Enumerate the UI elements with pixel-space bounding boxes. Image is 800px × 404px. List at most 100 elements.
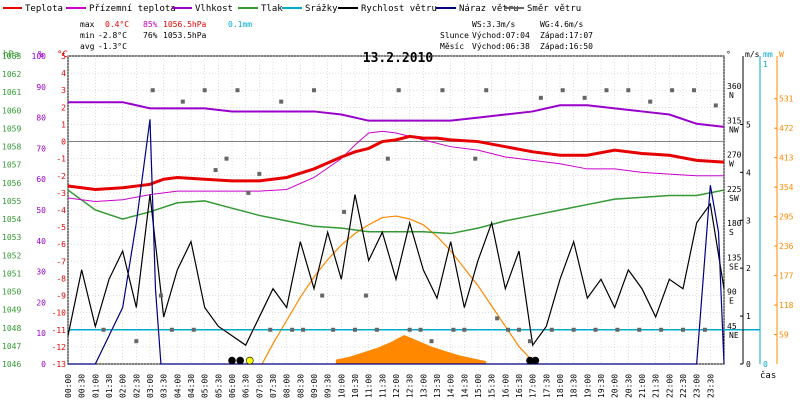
rain-axis-unit: mm [763,50,773,59]
temp-tick-18: 5 [61,52,66,61]
hpa-tick-14: 1060 [2,106,21,115]
wind-speed-line [67,194,725,347]
wind-direction-point-37 [527,339,532,344]
humidity-tick-1: 10 [36,329,46,338]
time-tick-20: 10:00 [337,374,346,398]
wind-tick-2: 2 [746,264,751,273]
temp-tick-8: -5 [56,223,66,232]
stat-sunset: Západ:17:07 [540,31,593,40]
time-tick-21: 10:30 [351,374,360,398]
time-tick-44: 22:00 [665,374,674,398]
hpa-tick-12: 1058 [2,143,21,152]
wind-direction-point-30 [451,327,456,332]
solar-tick-6: 413 [779,154,794,163]
legend-label-pressure: Tlak [261,4,283,14]
hpa-tick-15: 1061 [2,88,21,97]
wind-direction-point-34 [495,316,500,321]
humidity-tick-5: 50 [36,206,46,215]
hpa-tick-4: 1050 [2,288,21,297]
hpa-tick-11: 1057 [2,161,21,170]
hpa-tick-1: 1047 [2,342,21,351]
wind-direction-point-0 [101,327,106,332]
humidity-axis-unit: % [38,50,44,60]
stat-press-min: 1053.5hPa [163,31,207,40]
temp-tick-2: -11 [52,326,67,335]
wind-direction-point-32 [473,156,478,161]
direction-tick-dir-3: SW [729,194,739,203]
time-tick-0: 00:00 [64,374,73,398]
wind-direction-point-48 [648,99,653,104]
stat-moonrise: Východ:06:38 [472,42,530,51]
time-tick-32: 16:00 [501,374,510,398]
stat-min-label: min [80,31,95,40]
direction-tick-deg-3: 225 [727,185,742,194]
time-tick-19: 09:30 [324,374,333,398]
time-tick-1: 00:30 [78,374,87,398]
direction-tick-deg-0: 360 [727,82,742,91]
direction-axis-unit: ° [726,50,731,59]
solar-tick-8: 531 [779,95,794,104]
time-tick-14: 07:00 [255,374,264,398]
temp-tick-16: 3 [61,86,66,95]
stat-press-max: 1056.5hPa [163,20,207,29]
solar-tick-5: 354 [779,183,794,192]
time-tick-24: 12:00 [392,374,401,398]
legend-label-rain: Srážky [305,4,338,14]
pressure-line [67,189,725,235]
wind-tick-3: 3 [746,216,751,225]
wind-tick-1: 1 [746,312,751,321]
time-tick-31: 15:30 [488,374,497,398]
wind-gust-line [68,119,725,365]
direction-tick-dir-0: N [729,91,734,100]
legend-label-ground-temperature: Přízemní teplota [89,4,176,14]
wind-tick-5: 5 [746,120,751,129]
solar-tick-3: 236 [779,242,794,251]
solar-tick-4: 295 [779,213,794,222]
time-tick-12: 06:00 [228,374,237,398]
humidity-tick-6: 60 [36,175,46,184]
ground-temperature-line [67,130,724,202]
time-tick-28: 14:00 [447,374,456,398]
wind-direction-point-41 [571,327,576,332]
wind-direction-point-46 [626,88,631,93]
time-tick-38: 19:00 [583,374,592,398]
temp-tick-13: 0 [61,138,66,147]
humidity-tick-0: 0 [41,360,46,369]
wind-direction-point-11 [246,190,251,195]
temp-tick-9: -4 [56,206,66,215]
stat-ws: WS:3.3m/s [472,20,516,29]
humidity-tick-8: 80 [36,114,46,123]
wind-direction-point-45 [615,327,620,332]
solar-tick-1: 118 [779,301,794,310]
temp-tick-17: 4 [61,69,66,78]
wind-direction-point-40 [560,88,565,93]
legend-label-temperature: Teplota [25,4,63,14]
temp-tick-15: 2 [61,103,66,112]
wind-direction-point-54 [713,103,718,108]
wind-direction-point-26 [407,327,412,332]
time-tick-46: 23:00 [693,374,702,398]
wind-tick-0: 0 [746,360,751,369]
wind-direction-point-4 [169,327,174,332]
wind-direction-point-8 [213,168,218,173]
stat-sun-label: Slunce [440,31,469,40]
stat-temp-min: -2.8°C [98,31,127,40]
wind-direction-point-23 [374,327,379,332]
temp-tick-11: -2 [56,172,66,181]
solar-radiation-line [261,215,536,365]
hpa-tick-10: 1056 [2,179,21,188]
time-axis-label: čas [760,370,776,381]
temp-axis-unit: °C [57,50,68,60]
time-tick-36: 18:00 [556,374,565,398]
event-marker-4 [531,356,540,365]
wind-direction-point-35 [506,327,511,332]
humidity-tick-3: 30 [36,268,46,277]
wind-direction-point-51 [681,327,685,332]
time-tick-29: 14:30 [460,374,469,398]
legend-label-wind-direction: Směr větru [527,4,581,14]
time-tick-23: 11:30 [378,374,387,398]
wind-direction-point-15 [290,327,295,332]
grid [67,55,725,365]
